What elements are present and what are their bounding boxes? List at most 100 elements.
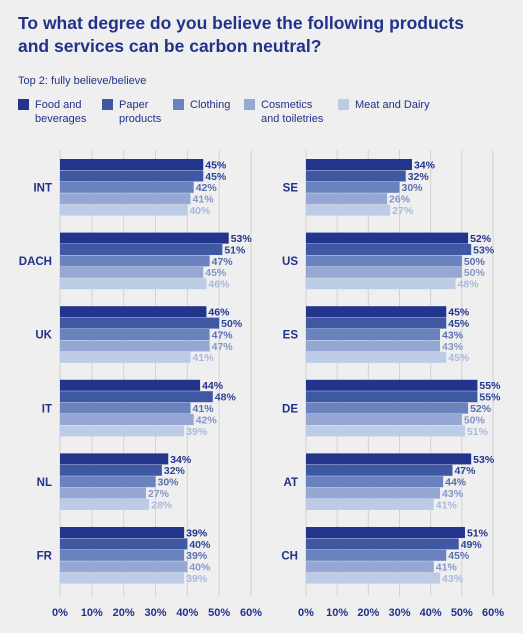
legend-item-paper: Paper products [102,98,161,126]
bar [60,181,194,193]
data-label: 45% [448,318,470,330]
bar [306,487,441,499]
x-tick-label: 50% [451,607,473,619]
category-label: DE [282,403,298,415]
x-tick-label: 10% [326,607,348,619]
data-label: 50% [464,414,486,426]
legend-label-meat: Meat and Dairy [355,99,430,111]
data-label: 47% [212,256,234,268]
bar [306,232,469,244]
data-label: 27% [392,205,414,217]
data-label: 50% [464,256,486,268]
data-label: 52% [470,403,492,415]
bar [60,561,188,573]
bar [306,329,441,340]
data-label: 43% [442,341,464,353]
category-label: CH [281,551,298,563]
bar [306,255,462,267]
data-label: 45% [205,159,227,171]
bar [306,159,412,170]
bar [306,351,447,363]
bar [60,329,210,340]
data-label: 45% [205,267,227,279]
bar [306,572,441,584]
data-label: 32% [164,465,186,477]
bar [60,476,156,488]
legend-label-clothing: Clothing [190,99,231,111]
data-label: 55% [479,380,501,392]
bar [60,351,191,363]
data-label: 47% [212,329,234,341]
bar [60,193,191,205]
data-label: 39% [186,573,208,585]
bar [60,306,207,318]
bar [60,379,201,391]
bar [60,244,223,255]
bar [60,425,185,437]
x-tick-label: 60% [482,607,504,619]
legend-label-cosmetics: Cosmetics and toiletries [261,99,324,125]
bar [306,244,472,255]
data-label: 34% [170,454,192,466]
data-label: 27% [148,488,170,500]
data-label: 47% [454,465,476,477]
category-label: NL [37,477,52,489]
data-label: 45% [205,171,227,183]
chart-panel-1: 0% 10% 20% 30% 40% 50% 60%INT45%45%42%41%40%DA… [19,150,262,619]
bar [60,549,185,561]
bar [306,402,469,414]
data-label: 47% [212,341,234,353]
legend-item-food: Food and beverages [18,98,86,126]
data-label: 44% [202,380,224,392]
data-label: 41% [436,499,458,511]
data-label: 45% [448,352,470,364]
data-label: 43% [442,488,464,500]
bar [306,549,447,561]
bar [60,266,204,278]
bar [306,181,400,193]
x-tick-label: 20% [357,607,379,619]
bar [306,278,456,290]
data-label: 40% [189,562,211,574]
legend-label-food: Food and beverages [35,99,87,125]
data-label: 48% [458,279,480,291]
data-label: 52% [470,233,492,245]
bar [306,453,472,465]
category-label: IT [42,403,52,415]
data-label: 45% [448,550,470,562]
bar [306,561,434,573]
legend: Food and beverages Paper products Clothi… [18,98,518,132]
bar [60,414,194,425]
bar [60,402,191,414]
bar [60,204,188,216]
legend-item-cosmetics: Cosmetics and toiletries [244,98,323,126]
legend-label-paper: Paper products [119,99,162,125]
legend-swatch-meat [338,99,349,110]
bar [306,464,453,476]
bar [306,538,459,550]
data-label: 49% [461,539,483,551]
data-label: 45% [448,307,470,319]
data-label: 32% [408,171,430,183]
data-label: 34% [414,159,436,171]
data-label: 40% [189,539,211,551]
data-label: 53% [473,244,495,256]
chart-title: To what degree do you believe the follow… [18,13,464,56]
x-tick-label: 10% [81,607,103,619]
bar [306,499,434,510]
x-tick-label: 30% [388,607,410,619]
bar [60,527,185,538]
legend-swatch-clothing [173,99,184,110]
chart-panel-2: 0% 10% 20% 30% 40% 50% 60%SE34%32%30%26%27%US5… [281,150,504,619]
bar [60,278,207,290]
data-label: 44% [445,477,467,489]
x-tick-label: 60% [240,607,262,619]
data-label: 48% [215,392,237,404]
bar [306,425,465,437]
bar [60,487,146,499]
bar [60,255,210,267]
x-tick-label: 0% [298,607,314,619]
data-label: 41% [193,352,215,364]
category-label: ES [283,330,299,342]
x-tick-label: 50% [208,607,230,619]
